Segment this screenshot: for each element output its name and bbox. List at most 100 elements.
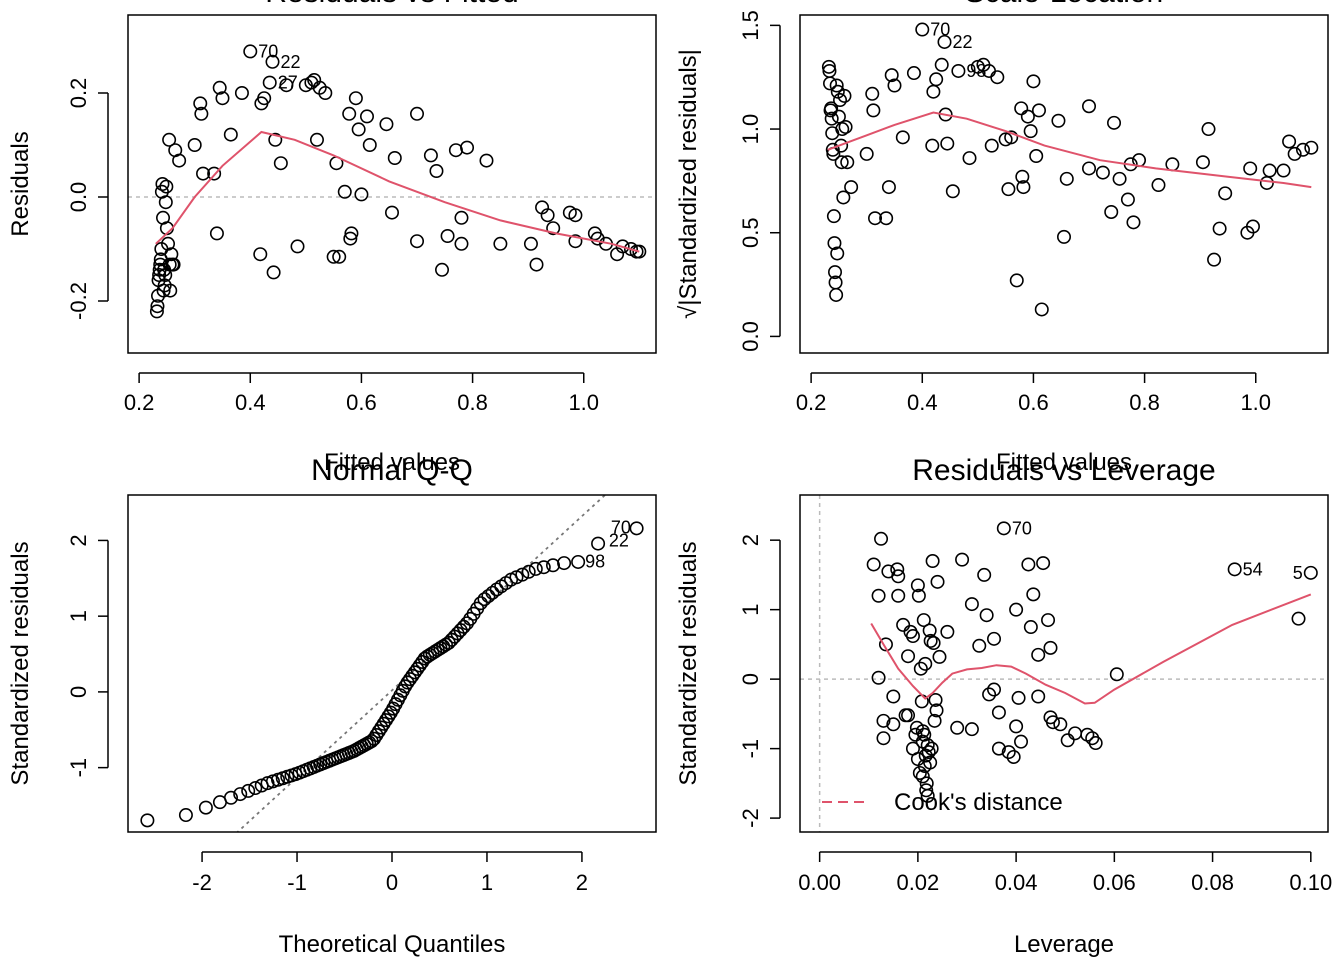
data-point	[198, 800, 213, 815]
data-point	[379, 713, 394, 728]
y-tick-label: -0.2	[66, 282, 91, 320]
data-point	[369, 727, 384, 742]
data-point	[162, 132, 177, 147]
x-tick-label: 1.0	[568, 390, 599, 415]
data-point	[1303, 565, 1318, 580]
data-point	[876, 713, 891, 728]
data-point	[886, 689, 901, 704]
data-point	[155, 177, 170, 192]
data-point	[844, 180, 859, 195]
x-tick-label: 1.0	[1240, 390, 1271, 415]
data-point	[825, 142, 840, 157]
data-point	[410, 661, 425, 676]
data-point	[891, 588, 906, 603]
data-point	[1291, 611, 1306, 626]
data-point	[1126, 215, 1141, 230]
data-point	[834, 138, 849, 153]
x-axis-label: Theoretical Quantiles	[279, 931, 506, 958]
data-point	[901, 708, 916, 723]
data-point	[979, 608, 994, 623]
data-point	[925, 138, 940, 153]
data-point	[460, 140, 475, 155]
data-point	[928, 692, 943, 707]
data-point	[1245, 219, 1260, 234]
data-point	[376, 716, 391, 731]
x-axis-label: Fitted values	[996, 449, 1132, 476]
qq-reference-line	[236, 495, 607, 832]
data-point	[835, 122, 850, 137]
data-point	[951, 63, 966, 78]
data-point	[164, 247, 179, 262]
y-tick-label: -1	[738, 739, 763, 759]
data-point	[523, 236, 538, 251]
data-point	[568, 208, 583, 223]
data-point	[1057, 229, 1072, 244]
point-id-label: 22	[281, 52, 301, 72]
data-point	[528, 561, 543, 576]
data-point	[1029, 149, 1044, 164]
chart-title: Residuals vs Fitted	[265, 0, 518, 9]
x-tick-label: 0.10	[1289, 870, 1332, 895]
data-point	[629, 521, 644, 536]
data-point	[881, 180, 896, 195]
data-point	[920, 738, 935, 753]
data-point	[384, 205, 399, 220]
data-point	[435, 262, 450, 277]
data-point	[248, 781, 263, 796]
data-point	[924, 741, 939, 756]
y-tick-label: -2	[738, 808, 763, 828]
data-point	[1016, 180, 1031, 195]
data-point	[265, 54, 280, 69]
data-point	[827, 236, 842, 251]
data-point	[1026, 587, 1041, 602]
data-point	[1011, 690, 1026, 705]
data-point	[987, 682, 1002, 697]
data-point	[1207, 252, 1222, 267]
data-point	[1088, 736, 1103, 751]
data-point	[891, 569, 906, 584]
data-point	[343, 231, 358, 246]
data-point	[1287, 146, 1302, 161]
data-point	[1006, 749, 1021, 764]
data-point	[834, 155, 849, 170]
data-point	[1036, 556, 1051, 571]
data-point	[233, 787, 248, 802]
y-tick-label: 1.5	[738, 10, 763, 41]
data-point	[557, 556, 572, 571]
data-point	[591, 536, 606, 551]
data-point	[836, 190, 851, 205]
data-point	[932, 649, 947, 664]
x-tick-label: -2	[192, 870, 212, 895]
point-id-label: 5	[1293, 563, 1303, 583]
data-point	[955, 552, 970, 567]
point-id-label: 70	[258, 41, 278, 61]
data-point	[1043, 640, 1058, 655]
data-point	[481, 589, 496, 604]
data-point	[1026, 74, 1041, 89]
data-point	[387, 151, 402, 166]
data-point	[379, 117, 394, 132]
data-point	[207, 166, 222, 181]
data-point	[859, 146, 874, 161]
data-point	[910, 578, 925, 593]
data-point	[929, 703, 944, 718]
data-point	[1031, 689, 1046, 704]
data-point	[1031, 647, 1046, 662]
data-point	[1212, 221, 1227, 236]
x-tick-label: 0.4	[907, 390, 938, 415]
x-tick-label: 1	[481, 870, 493, 895]
data-point	[1112, 171, 1127, 186]
point-id-label: 54	[1243, 559, 1263, 579]
data-point	[536, 560, 551, 575]
data-point	[332, 249, 347, 264]
data-point	[1009, 273, 1024, 288]
data-point	[890, 562, 905, 577]
data-point	[1001, 745, 1016, 760]
x-tick-label: 0.8	[457, 390, 488, 415]
data-point	[926, 636, 941, 651]
data-point	[234, 86, 249, 101]
data-point	[990, 70, 1005, 85]
